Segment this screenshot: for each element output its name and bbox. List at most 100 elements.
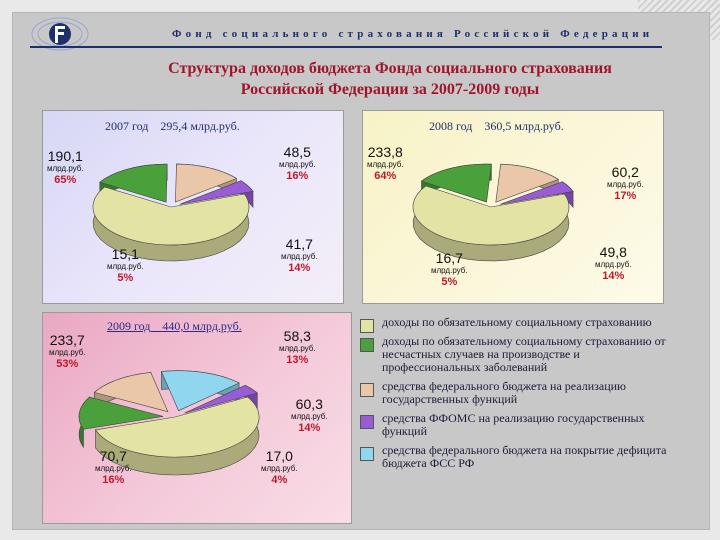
slice-label: 17,0 млрд.руб. 4% <box>261 449 298 487</box>
value-label: 16,7 <box>435 250 463 266</box>
percent-label: 65% <box>54 174 77 186</box>
pie-slice <box>184 384 258 414</box>
value-label: 60,3 <box>295 396 323 412</box>
legend-swatch <box>360 319 374 333</box>
pie-slice <box>78 396 164 430</box>
page-title: Структура доходов бюджета Фонда социальн… <box>110 58 670 100</box>
legend-text: средства федерального бюджета на покрыти… <box>382 443 667 470</box>
percent-label: 5% <box>441 276 458 288</box>
percent-label: 14% <box>602 270 625 282</box>
unit-label: млрд.руб. <box>261 464 298 473</box>
pie-chart-2008 <box>412 163 574 262</box>
percent-label: 13% <box>286 354 309 366</box>
pie-chart-2007 <box>92 163 254 262</box>
pie-slice <box>92 186 250 246</box>
unit-label: млрд.руб. <box>47 164 84 173</box>
chart-title-2007: 2007 год 295,4 млрд.руб. <box>105 119 240 134</box>
slice-label: 70,7 млрд.руб. 16% <box>95 449 132 487</box>
percent-label: 53% <box>56 358 79 370</box>
legend-swatch <box>360 415 374 429</box>
percent-label: 4% <box>271 474 288 486</box>
unit-label: млрд.руб. <box>107 262 144 271</box>
unit-label: млрд.руб. <box>49 348 86 357</box>
value-label: 41,7 <box>285 236 313 252</box>
slice-label: 233,7 млрд.руб. 53% <box>49 333 86 371</box>
slice-label: 60,2 млрд.руб. 17% <box>607 165 644 203</box>
header-rule <box>30 46 662 48</box>
unit-label: млрд.руб. <box>291 412 328 421</box>
chart-total-2007: 295,4 млрд.руб. <box>160 119 240 133</box>
legend-text: доходы по обязательному социальному стра… <box>382 315 652 329</box>
legend-item: доходы по обязательному социальному стра… <box>360 315 670 333</box>
unit-label: млрд.руб. <box>279 344 316 353</box>
percent-label: 14% <box>288 262 311 274</box>
legend-swatch <box>360 447 374 461</box>
unit-label: млрд.руб. <box>367 160 404 169</box>
legend-item: средства ФФОМС на реализацию государстве… <box>360 412 670 438</box>
chart-title-2008: 2008 год 360,5 млрд.руб. <box>429 119 564 134</box>
slice-label: 48,5 млрд.руб. 16% <box>279 145 316 183</box>
value-label: 233,8 <box>367 144 403 160</box>
pie-chart-2009 <box>78 370 260 476</box>
legend-text: средства ФФОМС на реализацию государстве… <box>382 411 645 438</box>
unit-label: млрд.руб. <box>431 266 468 275</box>
legend-text: средства федерального бюджета на реализа… <box>382 379 626 406</box>
value-label: 190,1 <box>47 148 83 164</box>
percent-label: 64% <box>374 170 397 182</box>
chart-panel-2008: 2008 год 360,5 млрд.руб. 233,8 млрд.руб.… <box>362 110 664 304</box>
value-label: 48,5 <box>283 144 311 160</box>
pie-slice <box>420 163 492 203</box>
value-label: 15,1 <box>111 246 139 262</box>
unit-label: млрд.руб. <box>281 252 318 261</box>
value-label: 70,7 <box>99 448 127 464</box>
unit-label: млрд.руб. <box>607 180 644 189</box>
slice-label: 58,3 млрд.руб. 13% <box>279 329 316 367</box>
pie-slice <box>94 396 260 458</box>
chart-year-2009: 2009 год <box>107 319 151 333</box>
slice-label: 233,8 млрд.руб. 64% <box>367 145 404 183</box>
percent-label: 5% <box>117 272 134 284</box>
value-label: 233,7 <box>49 332 85 348</box>
percent-label: 14% <box>298 422 321 434</box>
legend-swatch <box>360 338 374 352</box>
pie-slice <box>175 163 238 203</box>
slice-label: 41,7 млрд.руб. 14% <box>281 237 318 275</box>
percent-label: 16% <box>102 474 125 486</box>
chart-panel-2009: 2009 год 440,0 млрд.руб. 233,7 млрд.руб.… <box>42 312 352 524</box>
legend-text: доходы по обязательному социальному стра… <box>382 334 666 374</box>
value-label: 17,0 <box>265 448 293 464</box>
legend: доходы по обязательному социальному стра… <box>360 316 670 476</box>
header: Фонд социального страхования Российской … <box>30 16 680 52</box>
slice-label: 60,3 млрд.руб. 14% <box>291 397 328 435</box>
unit-label: млрд.руб. <box>95 464 132 473</box>
percent-label: 17% <box>614 190 637 202</box>
title-line-2: Российской Федерации за 2007-2009 годы <box>240 81 540 98</box>
chart-total-2008: 360,5 млрд.руб. <box>484 119 564 133</box>
slice-label: 49,8 млрд.руб. 14% <box>595 245 632 283</box>
legend-swatch <box>360 383 374 397</box>
chart-total-2009: 440,0 млрд.руб. <box>162 319 242 333</box>
chart-title-2009: 2009 год 440,0 млрд.руб. <box>107 319 242 334</box>
unit-label: млрд.руб. <box>595 260 632 269</box>
legend-item: средства федерального бюджета на покрыти… <box>360 444 670 470</box>
title-line-1: Структура доходов бюджета Фонда социальн… <box>168 60 612 77</box>
pie-slice <box>412 185 570 246</box>
chart-year-2008: 2008 год <box>429 119 473 133</box>
slice-label: 190,1 млрд.руб. 65% <box>47 149 84 187</box>
percent-label: 16% <box>286 170 309 182</box>
value-label: 60,2 <box>611 164 639 180</box>
chart-panel-2007: 2007 год 295,4 млрд.руб. 190,1 млрд.руб.… <box>42 110 344 304</box>
legend-item: средства федерального бюджета на реализа… <box>360 380 670 406</box>
organization-name: Фонд социального страхования Российской … <box>172 28 654 40</box>
pie-slice <box>160 370 240 412</box>
pie-slice <box>99 163 168 203</box>
legend-item: доходы по обязательному социальному стра… <box>360 335 670 374</box>
pie-slice <box>93 372 169 413</box>
value-label: 49,8 <box>599 244 627 260</box>
slice-label: 15,1 млрд.руб. 5% <box>107 247 144 285</box>
unit-label: млрд.руб. <box>279 160 316 169</box>
pie-slice <box>495 163 559 203</box>
chart-year-2007: 2007 год <box>105 119 149 133</box>
slice-label: 16,7 млрд.руб. 5% <box>431 251 468 289</box>
pie-slice <box>499 181 574 205</box>
